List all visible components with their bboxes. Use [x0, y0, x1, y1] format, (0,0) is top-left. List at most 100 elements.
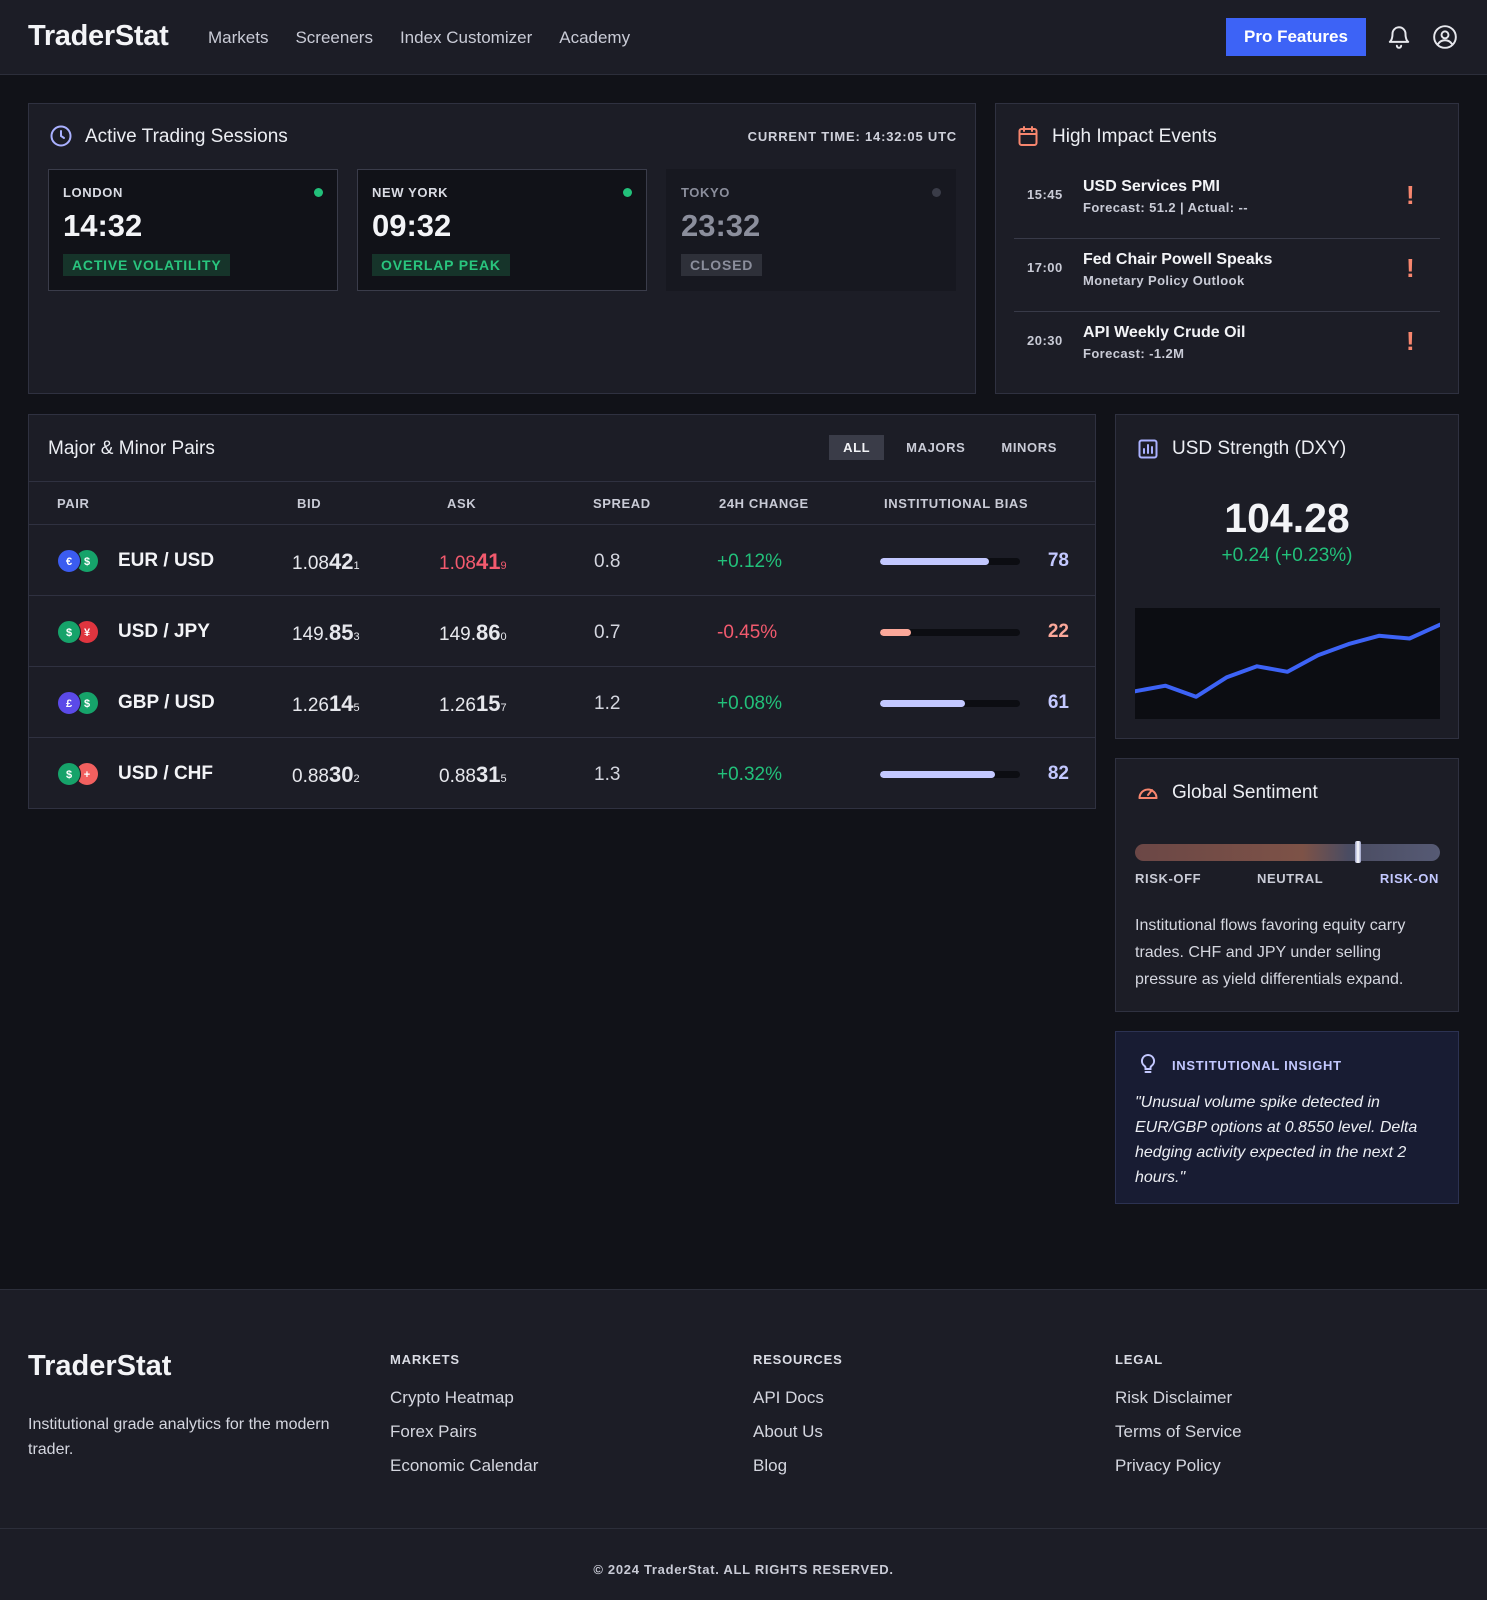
label-risk-on: RISK-ON: [1379, 871, 1439, 886]
ask-pipette: 7: [500, 702, 507, 714]
event-name: API Weekly Crude Oil: [1083, 324, 1246, 341]
col-institutional-bias[interactable]: INSTITUTIONAL BIAS: [884, 496, 1029, 511]
pair-name: GBP / USD: [118, 692, 215, 713]
insight-title: INSTITUTIONAL INSIGHT: [1172, 1058, 1342, 1073]
session-time: 14:32: [63, 208, 143, 243]
bid-price: 149.853: [292, 620, 360, 646]
session-status-badge: OVERLAP PEAK: [372, 254, 510, 276]
session-status-badge: ACTIVE VOLATILITY: [63, 254, 231, 276]
session-tokyo[interactable]: TOKYO 23:32 CLOSED: [666, 169, 956, 291]
tab-all[interactable]: ALL: [829, 435, 885, 460]
usd-strength-card: USD Strength (DXY) 104.28 +0.24 (+0.23%): [1115, 414, 1459, 739]
footer-heading: LEGAL: [1115, 1352, 1164, 1367]
bias-value: 82: [1047, 763, 1069, 784]
event-item[interactable]: 17:00 Fed Chair Powell Speaks Monetary P…: [1014, 239, 1440, 312]
footer-col-legal: LEGAL Risk Disclaimer Terms of Service P…: [1115, 1352, 1242, 1489]
event-detail: Forecast: -1.2M: [1083, 346, 1185, 361]
alert-icon: !: [1406, 326, 1415, 356]
pair-name: USD / CHF: [118, 763, 213, 784]
tab-majors[interactable]: MAJORS: [906, 440, 966, 455]
col-pair[interactable]: PAIR: [57, 496, 90, 511]
event-item[interactable]: 20:30 API Weekly Crude Oil Forecast: -1.…: [1014, 312, 1440, 385]
bias-bar: [880, 558, 1020, 565]
high-impact-events-card: High Impact Events 15:45 USD Services PM…: [995, 103, 1459, 394]
spread-value: 0.8: [594, 551, 621, 572]
ask-prefix: 0.88: [439, 766, 476, 787]
sentiment-title: Global Sentiment: [1172, 782, 1318, 803]
label-risk-off: RISK-OFF: [1135, 871, 1202, 886]
footer-link-forex-pairs[interactable]: Forex Pairs: [390, 1422, 477, 1441]
currency-coin-icon: £: [57, 691, 81, 715]
footer-link-blog[interactable]: Blog: [753, 1456, 788, 1475]
status-dot-icon: [314, 188, 323, 197]
table-row[interactable]: € $ EUR / USD 1.08421 1.08419 0.8 +0.12% 78: [29, 526, 1095, 596]
ask-big-figure: 31: [475, 762, 501, 787]
col-bid[interactable]: BID: [297, 496, 322, 511]
col-24h-change[interactable]: 24H CHANGE: [719, 496, 809, 511]
tab-minors[interactable]: MINORS: [1001, 440, 1057, 455]
session-city: TOKYO: [681, 185, 730, 200]
session-london[interactable]: LONDON 14:32 ACTIVE VOLATILITY: [48, 169, 338, 291]
footer-link-crypto-heatmap[interactable]: Crypto Heatmap: [390, 1388, 514, 1407]
table-header: PAIR BID ASK SPREAD 24H CHANGE INSTITUTI…: [29, 481, 1095, 525]
ask-price: 1.08419: [439, 549, 507, 575]
status-dot-icon: [932, 188, 941, 197]
footer-link-economic-calendar[interactable]: Economic Calendar: [390, 1456, 539, 1475]
nav-markets[interactable]: Markets: [208, 28, 269, 47]
bid-pipette: 3: [353, 631, 360, 643]
sentiment-marker: [1354, 841, 1361, 863]
bid-big-figure: 14: [328, 691, 354, 716]
footer-link-privacy-policy[interactable]: Privacy Policy: [1115, 1456, 1221, 1475]
alert-icon: !: [1406, 180, 1415, 210]
bid-pipette: 5: [353, 702, 360, 714]
nav-academy[interactable]: Academy: [559, 28, 631, 47]
ask-big-figure: 41: [475, 549, 501, 574]
main-nav: Markets Screeners Index Customizer Acade…: [208, 28, 630, 48]
bias-bar-fill: [880, 558, 990, 565]
pairs-filter-tabs: ALL MAJORS MINORS: [821, 435, 1071, 460]
footer-link-risk-disclaimer[interactable]: Risk Disclaimer: [1115, 1388, 1233, 1407]
ask-pipette: 0: [500, 631, 507, 643]
events-title: High Impact Events: [1052, 126, 1217, 147]
ask-price: 1.26157: [439, 691, 507, 717]
ask-price: 0.88315: [439, 762, 507, 788]
top-navigation-bar: TraderStat Markets Screeners Index Custo…: [0, 0, 1487, 75]
footer-col-markets: MARKETS Crypto Heatmap Forex Pairs Econo…: [390, 1352, 538, 1489]
brand-logo[interactable]: TraderStat: [28, 20, 169, 52]
footer-link-api-docs[interactable]: API Docs: [753, 1388, 824, 1407]
footer-link-terms-of-service[interactable]: Terms of Service: [1115, 1422, 1242, 1441]
col-ask[interactable]: ASK: [447, 496, 477, 511]
change-value: +0.08%: [717, 693, 782, 714]
table-row[interactable]: £ $ GBP / USD 1.26145 1.26157 1.2 +0.08% 61: [29, 668, 1095, 738]
bell-icon[interactable]: [1386, 24, 1412, 50]
col-spread[interactable]: SPREAD: [593, 496, 651, 511]
gauge-icon: [1136, 781, 1160, 805]
footer-brand[interactable]: TraderStat: [28, 1350, 172, 1382]
nav-index-customizer[interactable]: Index Customizer: [399, 28, 533, 47]
bias-bar-fill: [880, 629, 911, 636]
trading-sessions-card: Active Trading Sessions CURRENT TIME: 14…: [28, 103, 976, 394]
change-value: +0.32%: [717, 764, 782, 785]
lightbulb-icon: [1136, 1052, 1160, 1076]
currency-pairs-card: Major & Minor Pairs ALL MAJORS MINORS PA…: [28, 414, 1096, 809]
event-item[interactable]: 15:45 USD Services PMI Forecast: 51.2 | …: [1014, 166, 1440, 239]
table-row[interactable]: $ ¥ USD / JPY 149.853 149.860 0.7 -0.45% 22: [29, 597, 1095, 667]
nav-screeners[interactable]: Screeners: [295, 28, 373, 47]
bid-big-figure: 42: [328, 549, 354, 574]
site-footer: TraderStat Institutional grade analytics…: [0, 1289, 1487, 1600]
session-new-york[interactable]: NEW YORK 09:32 OVERLAP PEAK: [357, 169, 647, 291]
bid-prefix: 149.: [292, 624, 329, 645]
pair-name: EUR / USD: [118, 550, 215, 571]
bid-prefix: 1.26: [292, 695, 329, 716]
user-circle-icon[interactable]: [1432, 24, 1458, 50]
institutional-insight-card: INSTITUTIONAL INSIGHT "Unusual volume sp…: [1115, 1031, 1459, 1204]
footer-heading: MARKETS: [390, 1352, 460, 1367]
ask-price: 149.860: [439, 620, 507, 646]
footer-link-about-us[interactable]: About Us: [753, 1422, 823, 1441]
table-row[interactable]: $ + USD / CHF 0.88302 0.88315 1.3 +0.32% 82: [29, 739, 1095, 809]
ask-prefix: 1.26: [439, 695, 476, 716]
sentiment-description: Institutional flows favoring equity carr…: [1135, 917, 1406, 988]
global-sentiment-card: Global Sentiment RISK-OFF NEUTRAL RISK-O…: [1115, 758, 1459, 1012]
pro-features-button[interactable]: Pro Features: [1226, 18, 1366, 56]
session-status-badge: CLOSED: [681, 254, 763, 276]
